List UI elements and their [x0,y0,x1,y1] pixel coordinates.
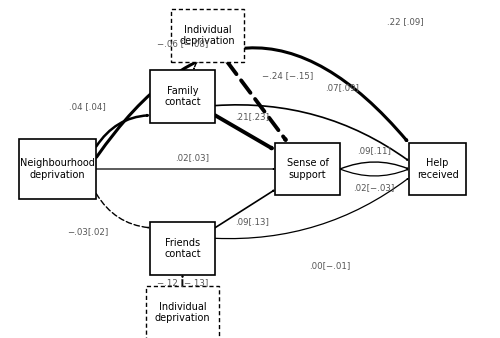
Text: .09[.13]: .09[.13] [236,217,270,226]
Bar [150,222,215,274]
Text: Individual
deprivation: Individual deprivation [154,302,210,323]
Text: Friends
contact: Friends contact [164,238,201,259]
Text: −.24 [−.15]: −.24 [−.15] [262,72,313,80]
FancyArrowPatch shape [96,194,148,228]
Text: .07[.09]: .07[.09] [326,83,360,92]
FancyArrowPatch shape [227,62,286,140]
Text: .02[−.03]: .02[−.03] [354,183,395,192]
FancyArrowPatch shape [96,115,148,146]
FancyArrowPatch shape [215,179,408,239]
FancyArrowPatch shape [215,105,408,160]
Text: −.12 [−.13]: −.12 [−.13] [157,278,208,287]
Bar [146,287,219,338]
FancyArrowPatch shape [215,115,272,148]
Bar [171,9,244,62]
Bar [150,70,215,123]
Text: .00[−.01]: .00[−.01] [310,261,350,270]
Text: Neighbourhood
deprivation: Neighbourhood deprivation [20,158,95,180]
Text: −.06 [−.08]: −.06 [−.08] [157,40,208,48]
FancyArrowPatch shape [96,48,406,157]
FancyArrowPatch shape [194,62,196,69]
Text: .21[.23]: .21[.23] [236,112,270,121]
FancyArrowPatch shape [182,276,183,287]
Text: .09[.11]: .09[.11] [357,146,391,155]
Text: Sense of
support: Sense of support [286,158,329,180]
FancyArrowPatch shape [340,162,407,169]
Text: .22 [.09]: .22 [.09] [386,18,424,26]
Text: .02[.03]: .02[.03] [176,153,210,162]
Text: .04 [.04]: .04 [.04] [69,102,106,111]
FancyArrowPatch shape [215,191,274,228]
Text: Family
contact: Family contact [164,86,201,107]
Bar [275,143,340,195]
Bar [409,143,466,195]
Text: Help
received: Help received [416,158,459,180]
Bar [19,140,96,199]
FancyArrowPatch shape [340,169,407,176]
Text: Individual
deprivation: Individual deprivation [180,25,236,46]
Text: −.03[.02]: −.03[.02] [67,227,108,236]
